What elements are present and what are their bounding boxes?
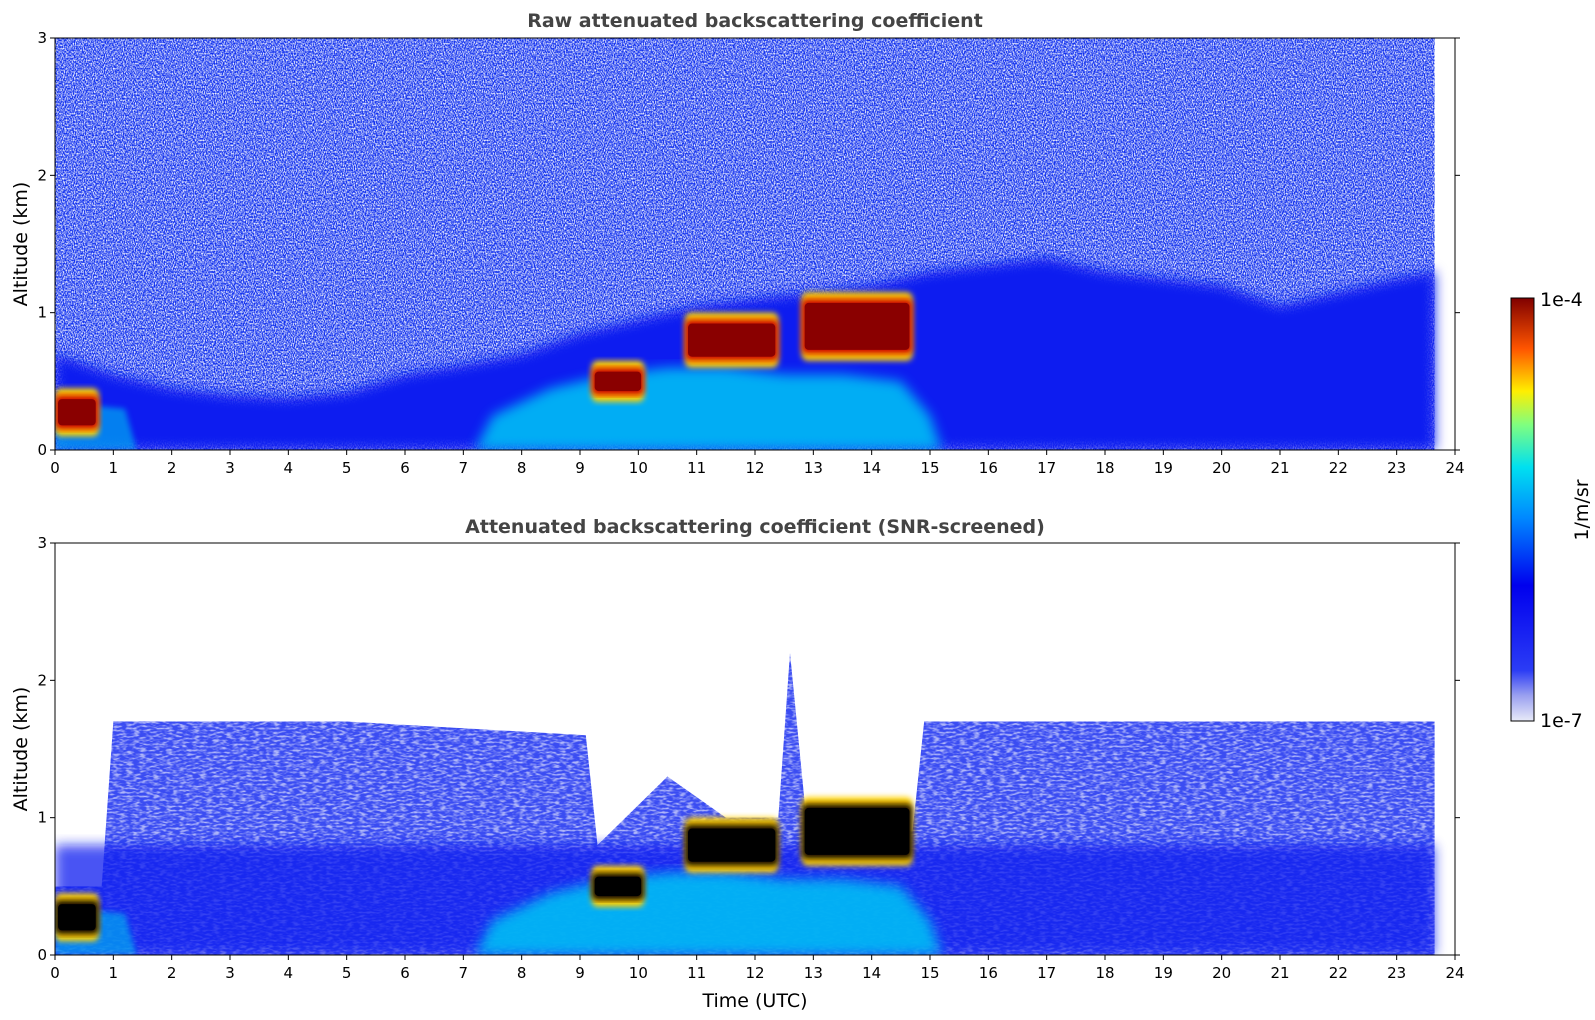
bottom-ylabel: Altitude (km) — [10, 687, 32, 812]
cloud-0 — [55, 388, 99, 437]
x-tick-label: 18 — [1095, 459, 1114, 477]
y-tick-label: 2 — [37, 166, 47, 184]
top-heatmap — [55, 38, 1435, 450]
cloud-3 — [801, 292, 913, 361]
x-tick-label: 21 — [1270, 964, 1289, 982]
x-tick-label: 5 — [342, 964, 352, 982]
x-tick-label: 11 — [687, 459, 706, 477]
x-tick-label: 3 — [225, 964, 235, 982]
colorbar-scale — [1510, 297, 1535, 722]
x-tick-label: 7 — [459, 459, 469, 477]
x-tick-label: 16 — [979, 459, 998, 477]
bottom-panel-title: Attenuated backscattering coefficient (S… — [465, 516, 1045, 538]
cloud-2 — [685, 817, 779, 873]
x-tick-label: 9 — [575, 964, 585, 982]
x-tick-label: 13 — [804, 964, 823, 982]
x-tick-label: 4 — [284, 964, 294, 982]
x-tick-label: 6 — [400, 459, 410, 477]
x-tick-label: 8 — [517, 964, 527, 982]
x-tick-label: 10 — [629, 964, 648, 982]
y-tick-label: 2 — [37, 671, 47, 689]
y-tick-label: 0 — [37, 946, 47, 964]
cloud-3 — [801, 797, 913, 866]
x-tick-label: 17 — [1037, 459, 1056, 477]
x-tick-label: 15 — [920, 964, 939, 982]
x-tick-label: 0 — [50, 459, 60, 477]
x-tick-label: 19 — [1154, 964, 1173, 982]
bottom-xlabel: Time (UTC) — [701, 990, 807, 1012]
x-tick-label: 3 — [225, 459, 235, 477]
x-tick-label: 7 — [459, 964, 469, 982]
x-tick-label: 17 — [1037, 964, 1056, 982]
x-tick-label: 20 — [1212, 459, 1231, 477]
colorbar: 1e-4 1e-7 1/m/sr — [1510, 289, 1593, 732]
x-tick-label: 22 — [1329, 459, 1348, 477]
colorbar-min-label: 1e-7 — [1540, 710, 1583, 732]
x-tick-label: 24 — [1445, 964, 1464, 982]
cloud-2 — [685, 312, 779, 368]
colorbar-unit-label: 1/m/sr — [1571, 479, 1593, 540]
y-tick-label: 3 — [37, 534, 47, 552]
cloud-1 — [591, 360, 645, 402]
x-tick-label: 2 — [167, 964, 177, 982]
x-tick-label: 9 — [575, 459, 585, 477]
x-tick-label: 14 — [862, 964, 881, 982]
x-tick-label: 2 — [167, 459, 177, 477]
bottom-panel: Attenuated backscattering coefficient (S… — [10, 516, 1465, 1012]
x-tick-label: 5 — [342, 459, 352, 477]
x-tick-label: 6 — [400, 964, 410, 982]
x-tick-label: 4 — [284, 459, 294, 477]
x-tick-label: 18 — [1095, 964, 1114, 982]
x-tick-label: 10 — [629, 459, 648, 477]
x-tick-label: 14 — [862, 459, 881, 477]
x-tick-label: 19 — [1154, 459, 1173, 477]
cloud-0 — [55, 893, 99, 942]
x-tick-label: 0 — [50, 964, 60, 982]
x-tick-label: 1 — [109, 964, 119, 982]
top-panel: Raw attenuated backscattering coefficien… — [10, 10, 1465, 477]
x-tick-label: 8 — [517, 459, 527, 477]
colorbar-max-label: 1e-4 — [1540, 289, 1583, 311]
y-tick-label: 3 — [37, 29, 47, 47]
x-tick-label: 13 — [804, 459, 823, 477]
top-panel-title: Raw attenuated backscattering coefficien… — [527, 10, 983, 32]
x-tick-label: 22 — [1329, 964, 1348, 982]
x-tick-label: 12 — [745, 964, 764, 982]
cloud-1 — [591, 865, 645, 907]
x-tick-label: 23 — [1387, 459, 1406, 477]
x-tick-label: 1 — [109, 459, 119, 477]
x-tick-label: 21 — [1270, 459, 1289, 477]
x-tick-label: 15 — [920, 459, 939, 477]
x-tick-label: 12 — [745, 459, 764, 477]
y-tick-label: 1 — [37, 809, 47, 827]
x-tick-label: 24 — [1445, 459, 1464, 477]
x-tick-label: 16 — [979, 964, 998, 982]
y-tick-label: 0 — [37, 441, 47, 459]
top-ylabel: Altitude (km) — [10, 182, 32, 307]
x-tick-label: 20 — [1212, 964, 1231, 982]
y-tick-label: 1 — [37, 304, 47, 322]
bottom-heatmap — [55, 652, 1435, 955]
x-tick-label: 23 — [1387, 964, 1406, 982]
x-tick-label: 11 — [687, 964, 706, 982]
